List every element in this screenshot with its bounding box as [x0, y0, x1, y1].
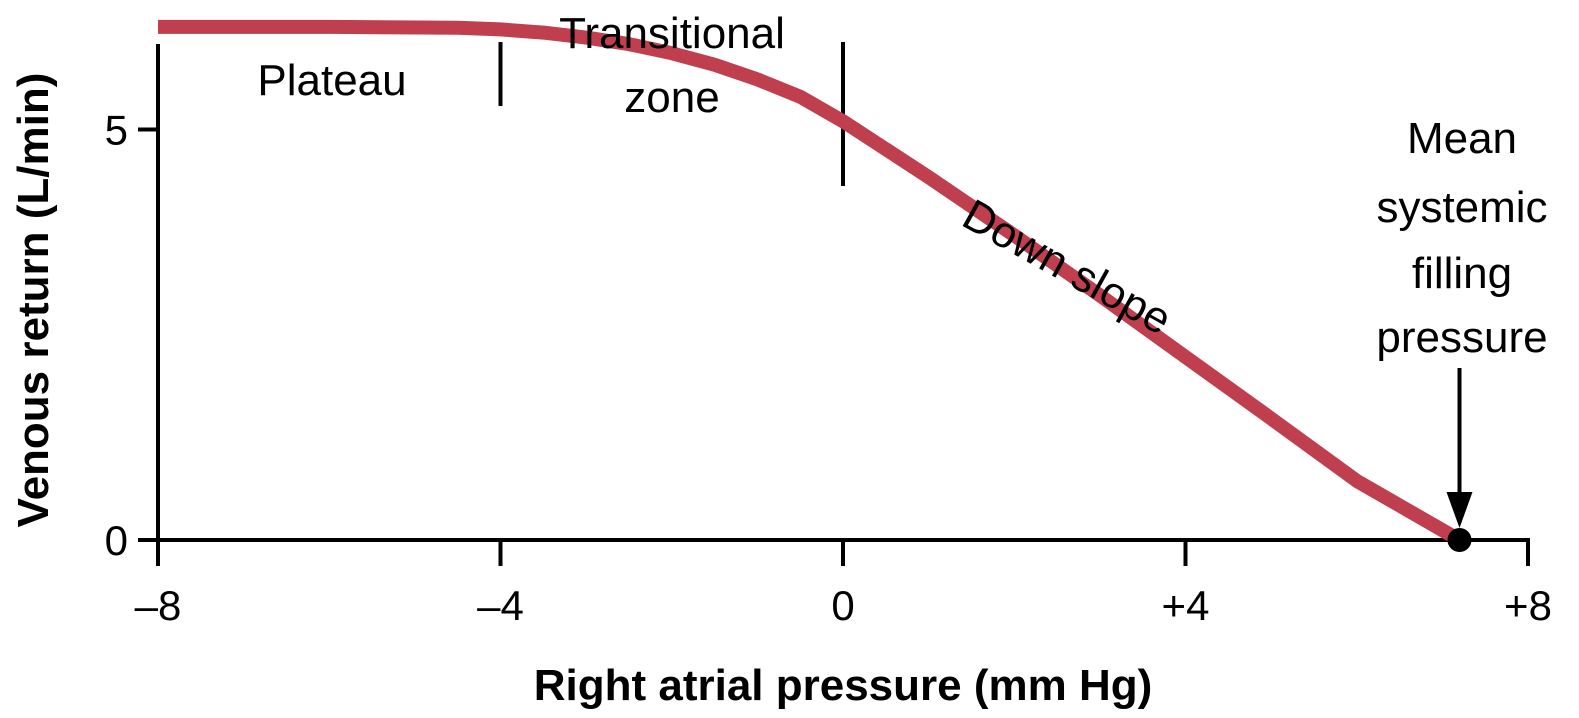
x-tick-label: 0 [831, 582, 854, 629]
msfp-label-line4: pressure [1376, 313, 1547, 362]
x-ticks: –8 –4 0 +4 +8 [135, 540, 1552, 629]
msfp-label-line3: filling [1412, 249, 1512, 298]
x-axis-title: Right atrial pressure (mm Hg) [534, 661, 1153, 710]
x-tick-label: +8 [1504, 582, 1552, 629]
plateau-label: Plateau [257, 56, 406, 105]
transitional-label-line1: Transitional [559, 9, 785, 58]
msfp-label-line2: systemic [1376, 183, 1547, 232]
y-tick-label: 5 [105, 107, 128, 154]
y-axis-title: Venous return (L/min) [9, 73, 58, 528]
x-tick-label: –4 [477, 582, 524, 629]
x-tick-label: +4 [1162, 582, 1210, 629]
x-tick-label: –8 [135, 582, 182, 629]
venous-return-curve [158, 19, 1463, 547]
msfp-arrow-head-icon [1446, 492, 1473, 528]
y-ticks: 05 [105, 107, 158, 564]
down-slope-label: Down slope [955, 190, 1180, 344]
msfp-label-line1: Mean [1407, 114, 1517, 163]
transitional-label-line2: zone [624, 73, 719, 122]
y-tick-label: 0 [105, 517, 128, 564]
mean-systemic-filling-pressure-point [1447, 528, 1472, 552]
